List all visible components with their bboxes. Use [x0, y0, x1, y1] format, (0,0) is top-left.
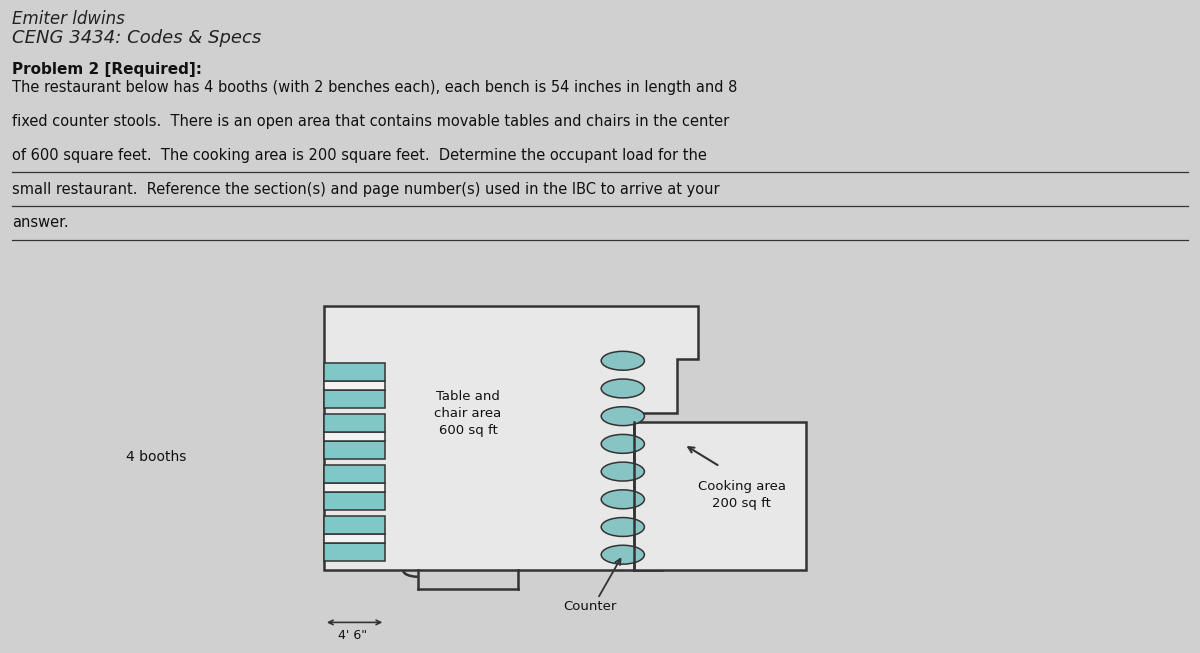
Text: CENG 3434: Codes & Specs: CENG 3434: Codes & Specs — [12, 29, 262, 48]
Polygon shape — [634, 422, 806, 571]
Text: small restaurant.  Reference the section(s) and page number(s) used in the IBC t: small restaurant. Reference the section(… — [12, 182, 720, 197]
Bar — [324, 413, 385, 432]
Text: Cooking area
200 sq ft: Cooking area 200 sq ft — [697, 480, 786, 510]
Bar — [324, 483, 385, 492]
Bar — [324, 516, 385, 534]
Circle shape — [601, 545, 644, 564]
Bar — [324, 465, 385, 483]
Text: of 600 square feet.  The cooking area is 200 square feet.  Determine the occupan: of 600 square feet. The cooking area is … — [12, 148, 707, 163]
Circle shape — [601, 379, 644, 398]
Bar — [324, 381, 385, 390]
Text: The restaurant below has 4 booths (with 2 benches each), each bench is 54 inches: The restaurant below has 4 booths (with … — [12, 80, 737, 95]
Bar — [324, 441, 385, 459]
Text: fixed counter stools.  There is an open area that contains movable tables and ch: fixed counter stools. There is an open a… — [12, 114, 730, 129]
Circle shape — [601, 462, 644, 481]
Circle shape — [601, 351, 644, 370]
Bar — [324, 492, 385, 510]
Bar — [324, 362, 385, 381]
Circle shape — [601, 490, 644, 509]
Text: Counter: Counter — [564, 600, 617, 613]
Bar — [324, 390, 385, 408]
Circle shape — [601, 407, 644, 426]
Text: 4' 6": 4' 6" — [338, 629, 367, 642]
Text: Table and
chair area
600 sq ft: Table and chair area 600 sq ft — [434, 390, 502, 436]
Bar — [324, 543, 385, 561]
Bar — [324, 534, 385, 543]
Circle shape — [601, 434, 644, 453]
Circle shape — [601, 518, 644, 536]
Text: 4 booths: 4 booths — [126, 450, 186, 464]
Text: Problem 2 [Required]:: Problem 2 [Required]: — [12, 62, 202, 77]
Polygon shape — [324, 306, 698, 571]
Text: answer.: answer. — [12, 215, 68, 231]
Bar — [324, 432, 385, 441]
Text: Emiter ldwins: Emiter ldwins — [12, 10, 125, 28]
